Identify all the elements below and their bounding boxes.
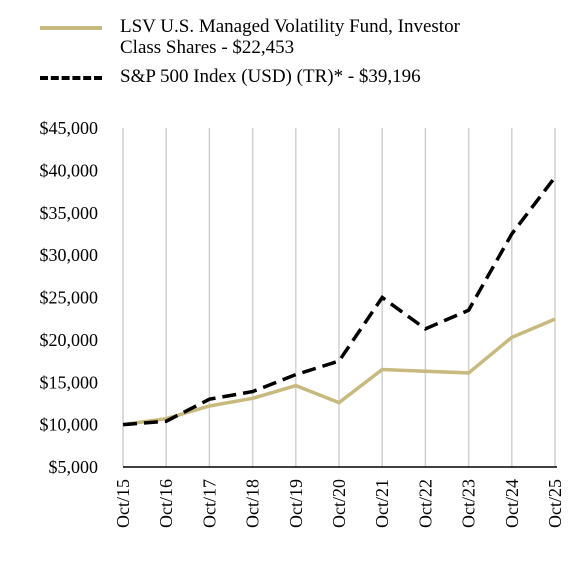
x-tick-label: Oct/20 xyxy=(329,479,349,528)
series-line xyxy=(122,176,557,427)
y-tick-label: $25,000 xyxy=(40,288,99,308)
legend-swatch xyxy=(40,26,102,30)
legend: LSV U.S. Managed Volatility Fund, Invest… xyxy=(40,16,480,95)
x-tick-label: Oct/15 xyxy=(113,479,133,528)
x-tick-label: Oct/17 xyxy=(199,479,219,528)
y-tick-label: $40,000 xyxy=(40,160,99,180)
x-tick-label: Oct/22 xyxy=(415,479,435,528)
legend-label: S&P 500 Index (USD) (TR)* - $39,196 xyxy=(120,66,421,87)
x-tick-label: Oct/25 xyxy=(545,479,565,528)
x-tick-label: Oct/19 xyxy=(286,479,306,528)
x-tick-label: Oct/18 xyxy=(243,479,263,528)
y-tick-label: $35,000 xyxy=(40,203,99,223)
legend-entry: LSV U.S. Managed Volatility Fund, Invest… xyxy=(40,16,480,58)
x-tick-label: Oct/21 xyxy=(372,479,392,528)
x-tick-label: Oct/23 xyxy=(459,479,479,528)
y-tick-label: $5,000 xyxy=(49,457,99,477)
y-tick-label: $30,000 xyxy=(40,245,99,265)
legend-entry: S&P 500 Index (USD) (TR)* - $39,196 xyxy=(40,66,480,87)
y-tick-label: $15,000 xyxy=(40,372,99,392)
legend-label: LSV U.S. Managed Volatility Fund, Invest… xyxy=(120,16,460,58)
series-line xyxy=(122,317,556,427)
y-tick-label: $10,000 xyxy=(40,415,99,435)
y-tick-label: $20,000 xyxy=(40,330,99,350)
y-tick-label: $45,000 xyxy=(40,118,99,138)
x-tick-label: Oct/24 xyxy=(502,479,522,528)
x-tick-label: Oct/16 xyxy=(156,479,176,528)
legend-swatch xyxy=(40,76,102,80)
